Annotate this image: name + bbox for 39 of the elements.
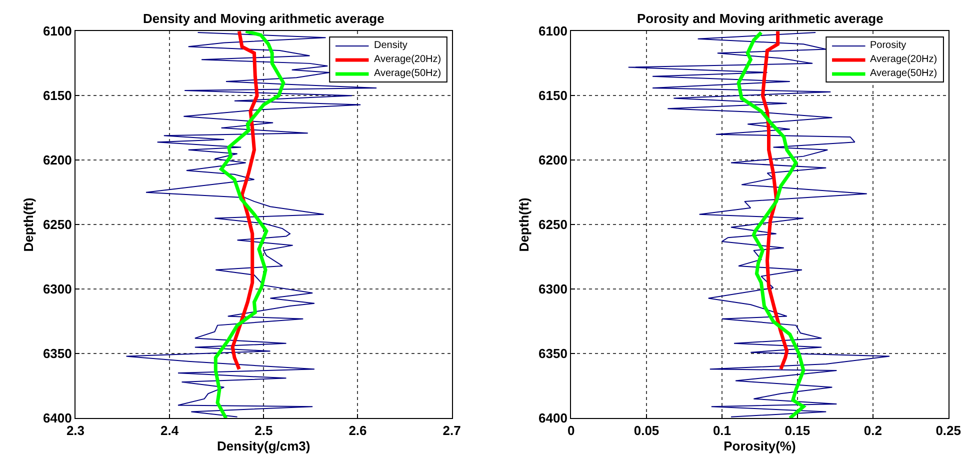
x-tick-label: 2.7 — [442, 422, 461, 438]
x-tick-label: 0 — [567, 422, 575, 438]
x-tick-label: 0.15 — [784, 422, 810, 438]
y-tick-label: 6350 — [538, 346, 568, 362]
y-tick-label: 6250 — [42, 217, 72, 232]
y-axis-title: Depth(ft) — [516, 198, 532, 252]
chart-title: Porosity and Moving arithmetic average — [637, 11, 884, 26]
line-series — [736, 31, 806, 418]
x-tick-label: 2.5 — [254, 422, 273, 438]
x-tick-label: 0.2 — [864, 422, 882, 438]
x-axis-title: Porosity(%) — [724, 438, 796, 454]
y-tick-label: 6150 — [538, 88, 568, 104]
legend-label: Average(50Hz) — [870, 68, 938, 79]
legend-label: Average(50Hz) — [374, 68, 442, 79]
x-tick-label: 2.4 — [160, 422, 180, 438]
legend-label: Density — [374, 40, 408, 51]
y-tick-label: 6100 — [42, 24, 72, 39]
x-tick-label: 2.6 — [348, 422, 367, 438]
y-tick-label: 6300 — [42, 282, 72, 297]
legend-label: Porosity — [870, 40, 906, 51]
x-axis-title: Density(g/cm3) — [217, 438, 310, 454]
y-tick-label: 6350 — [42, 346, 72, 362]
y-axis-title: Depth(ft) — [20, 198, 36, 252]
y-tick-label: 6250 — [538, 217, 568, 232]
legend-label: Average(20Hz) — [870, 54, 938, 65]
y-tick-label: 6150 — [42, 88, 72, 104]
line-series — [230, 31, 259, 371]
y-tick-label: 6100 — [538, 24, 568, 39]
line-series — [214, 31, 286, 418]
x-tick-label: 0.25 — [936, 422, 962, 438]
y-tick-label: 6200 — [42, 152, 72, 168]
x-tick-label: 0.05 — [634, 422, 660, 438]
y-tick-label: 6300 — [538, 282, 568, 297]
y-tick-label: 6400 — [538, 410, 568, 426]
line-series — [760, 31, 789, 371]
y-tick-label: 6200 — [538, 152, 568, 168]
x-tick-label: 0.1 — [712, 422, 732, 438]
legend-label: Average(20Hz) — [374, 54, 442, 65]
chart-title: Density and Moving arithmetic average — [143, 11, 384, 26]
